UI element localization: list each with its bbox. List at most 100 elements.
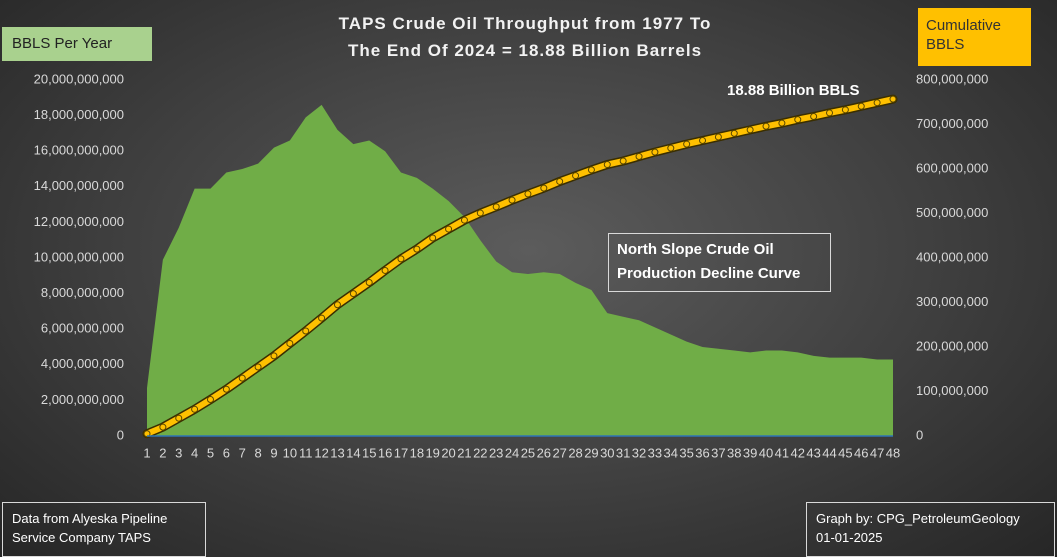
annotation: 18.88 Billion BBLS	[727, 82, 860, 99]
y2-tick-label: 200,000,000	[916, 338, 988, 353]
x-tick-label: 48	[886, 445, 900, 460]
x-tick-label: 29	[584, 445, 598, 460]
x-tick-label: 40	[759, 445, 773, 460]
annotation-box: North Slope Crude Oil Production Decline …	[608, 233, 831, 292]
point	[429, 234, 437, 242]
x-tick-label: 15	[362, 445, 376, 460]
y-tick-label: 4,000,000,000	[41, 356, 124, 371]
x-tick-label: 37	[711, 445, 725, 460]
x-tick-label: 43	[806, 445, 820, 460]
y-tick-label: 0	[117, 427, 124, 442]
credit-box: Graph by: CPG_PetroleumGeology 01-01-2025	[806, 502, 1055, 557]
point	[651, 148, 659, 156]
point	[349, 290, 357, 298]
y2-axis-label-line: BBLS	[926, 36, 965, 53]
x-tick-label: 9	[270, 445, 277, 460]
x-tick-label: 30	[600, 445, 614, 460]
point	[460, 216, 468, 224]
x-tick-label: 38	[727, 445, 741, 460]
point	[238, 374, 246, 382]
y2-tick-label: 300,000,000	[916, 294, 988, 309]
point	[254, 363, 262, 371]
point	[270, 352, 278, 360]
x-tick-label: 24	[505, 445, 519, 460]
point	[889, 95, 897, 103]
point	[873, 99, 881, 107]
y-tick-label: 20,000,000,000	[34, 71, 124, 86]
point	[699, 137, 707, 145]
x-tick-label: 11	[299, 445, 313, 460]
credit-line: Graph by: CPG_PetroleumGeology	[816, 511, 1020, 526]
y-tick-label: 12,000,000,000	[34, 214, 124, 229]
x-tick-label: 35	[679, 445, 693, 460]
point	[572, 172, 580, 180]
x-tick-label: 41	[775, 445, 789, 460]
point	[794, 116, 802, 124]
y-axis-label: BBLS Per Year	[2, 27, 152, 61]
x-tick-label: 44	[822, 445, 836, 460]
point	[286, 339, 294, 347]
x-tick-label: 45	[838, 445, 852, 460]
point	[365, 278, 373, 286]
x-tick-label: 21	[457, 445, 471, 460]
x-tick-label: 2	[159, 445, 166, 460]
point	[318, 314, 326, 322]
point	[159, 423, 167, 431]
y2-tick-label: 500,000,000	[916, 205, 988, 220]
x-tick-label: 13	[330, 445, 344, 460]
y-tick-label: 8,000,000,000	[41, 285, 124, 300]
point	[222, 385, 230, 393]
point	[381, 266, 389, 274]
x-tick-label: 31	[616, 445, 630, 460]
point	[333, 301, 341, 309]
point	[397, 255, 405, 263]
x-tick-label: 23	[489, 445, 503, 460]
area	[147, 104, 893, 437]
y2-tick-label: 100,000,000	[916, 383, 988, 398]
y-axis-label-text: BBLS Per Year	[12, 35, 113, 52]
y2-tick-label: 700,000,000	[916, 116, 988, 131]
point	[508, 196, 516, 204]
x-tick-label: 27	[552, 445, 566, 460]
y2-tick-label: 400,000,000	[916, 249, 988, 264]
x-tick-label: 6	[223, 445, 230, 460]
annotation-line: Production Decline Curve	[617, 265, 801, 282]
y2-tick-label: 0	[916, 427, 923, 442]
source-line: Service Company TAPS	[12, 530, 151, 545]
x-tick-label: 47	[870, 445, 884, 460]
point	[619, 157, 627, 165]
x-tick-label: 19	[425, 445, 439, 460]
x-tick-label: 25	[521, 445, 535, 460]
y-tick-label: 2,000,000,000	[41, 392, 124, 407]
point	[191, 405, 199, 413]
x-tick-label: 42	[791, 445, 805, 460]
x-tick-label: 7	[239, 445, 246, 460]
x-tick-label: 28	[568, 445, 582, 460]
title-line: The End Of 2024 = 18.88 Billion Barrels	[347, 41, 703, 60]
title-line: TAPS Crude Oil Throughput from 1977 To	[338, 14, 712, 33]
point	[762, 122, 770, 130]
point	[540, 184, 548, 192]
point	[556, 177, 564, 185]
x-tick-label: 20	[441, 445, 455, 460]
point	[683, 140, 691, 148]
point	[635, 153, 643, 161]
point	[778, 119, 786, 127]
point	[476, 209, 484, 217]
y-tick-label: 14,000,000,000	[34, 178, 124, 193]
x-tick-label: 14	[346, 445, 360, 460]
x-tick-label: 10	[283, 445, 297, 460]
x-tick-label: 33	[648, 445, 662, 460]
x-tick-label: 3	[175, 445, 182, 460]
y-tick-label: 16,000,000,000	[34, 143, 124, 158]
point	[714, 133, 722, 141]
x-tick-label: 39	[743, 445, 757, 460]
x-tick-label: 4	[191, 445, 198, 460]
point	[492, 203, 500, 211]
y2-axis-label: Cumulative BBLS	[918, 8, 1031, 66]
point	[603, 161, 611, 169]
x-tick-label: 46	[854, 445, 868, 460]
x-tick-label: 1	[143, 445, 150, 460]
